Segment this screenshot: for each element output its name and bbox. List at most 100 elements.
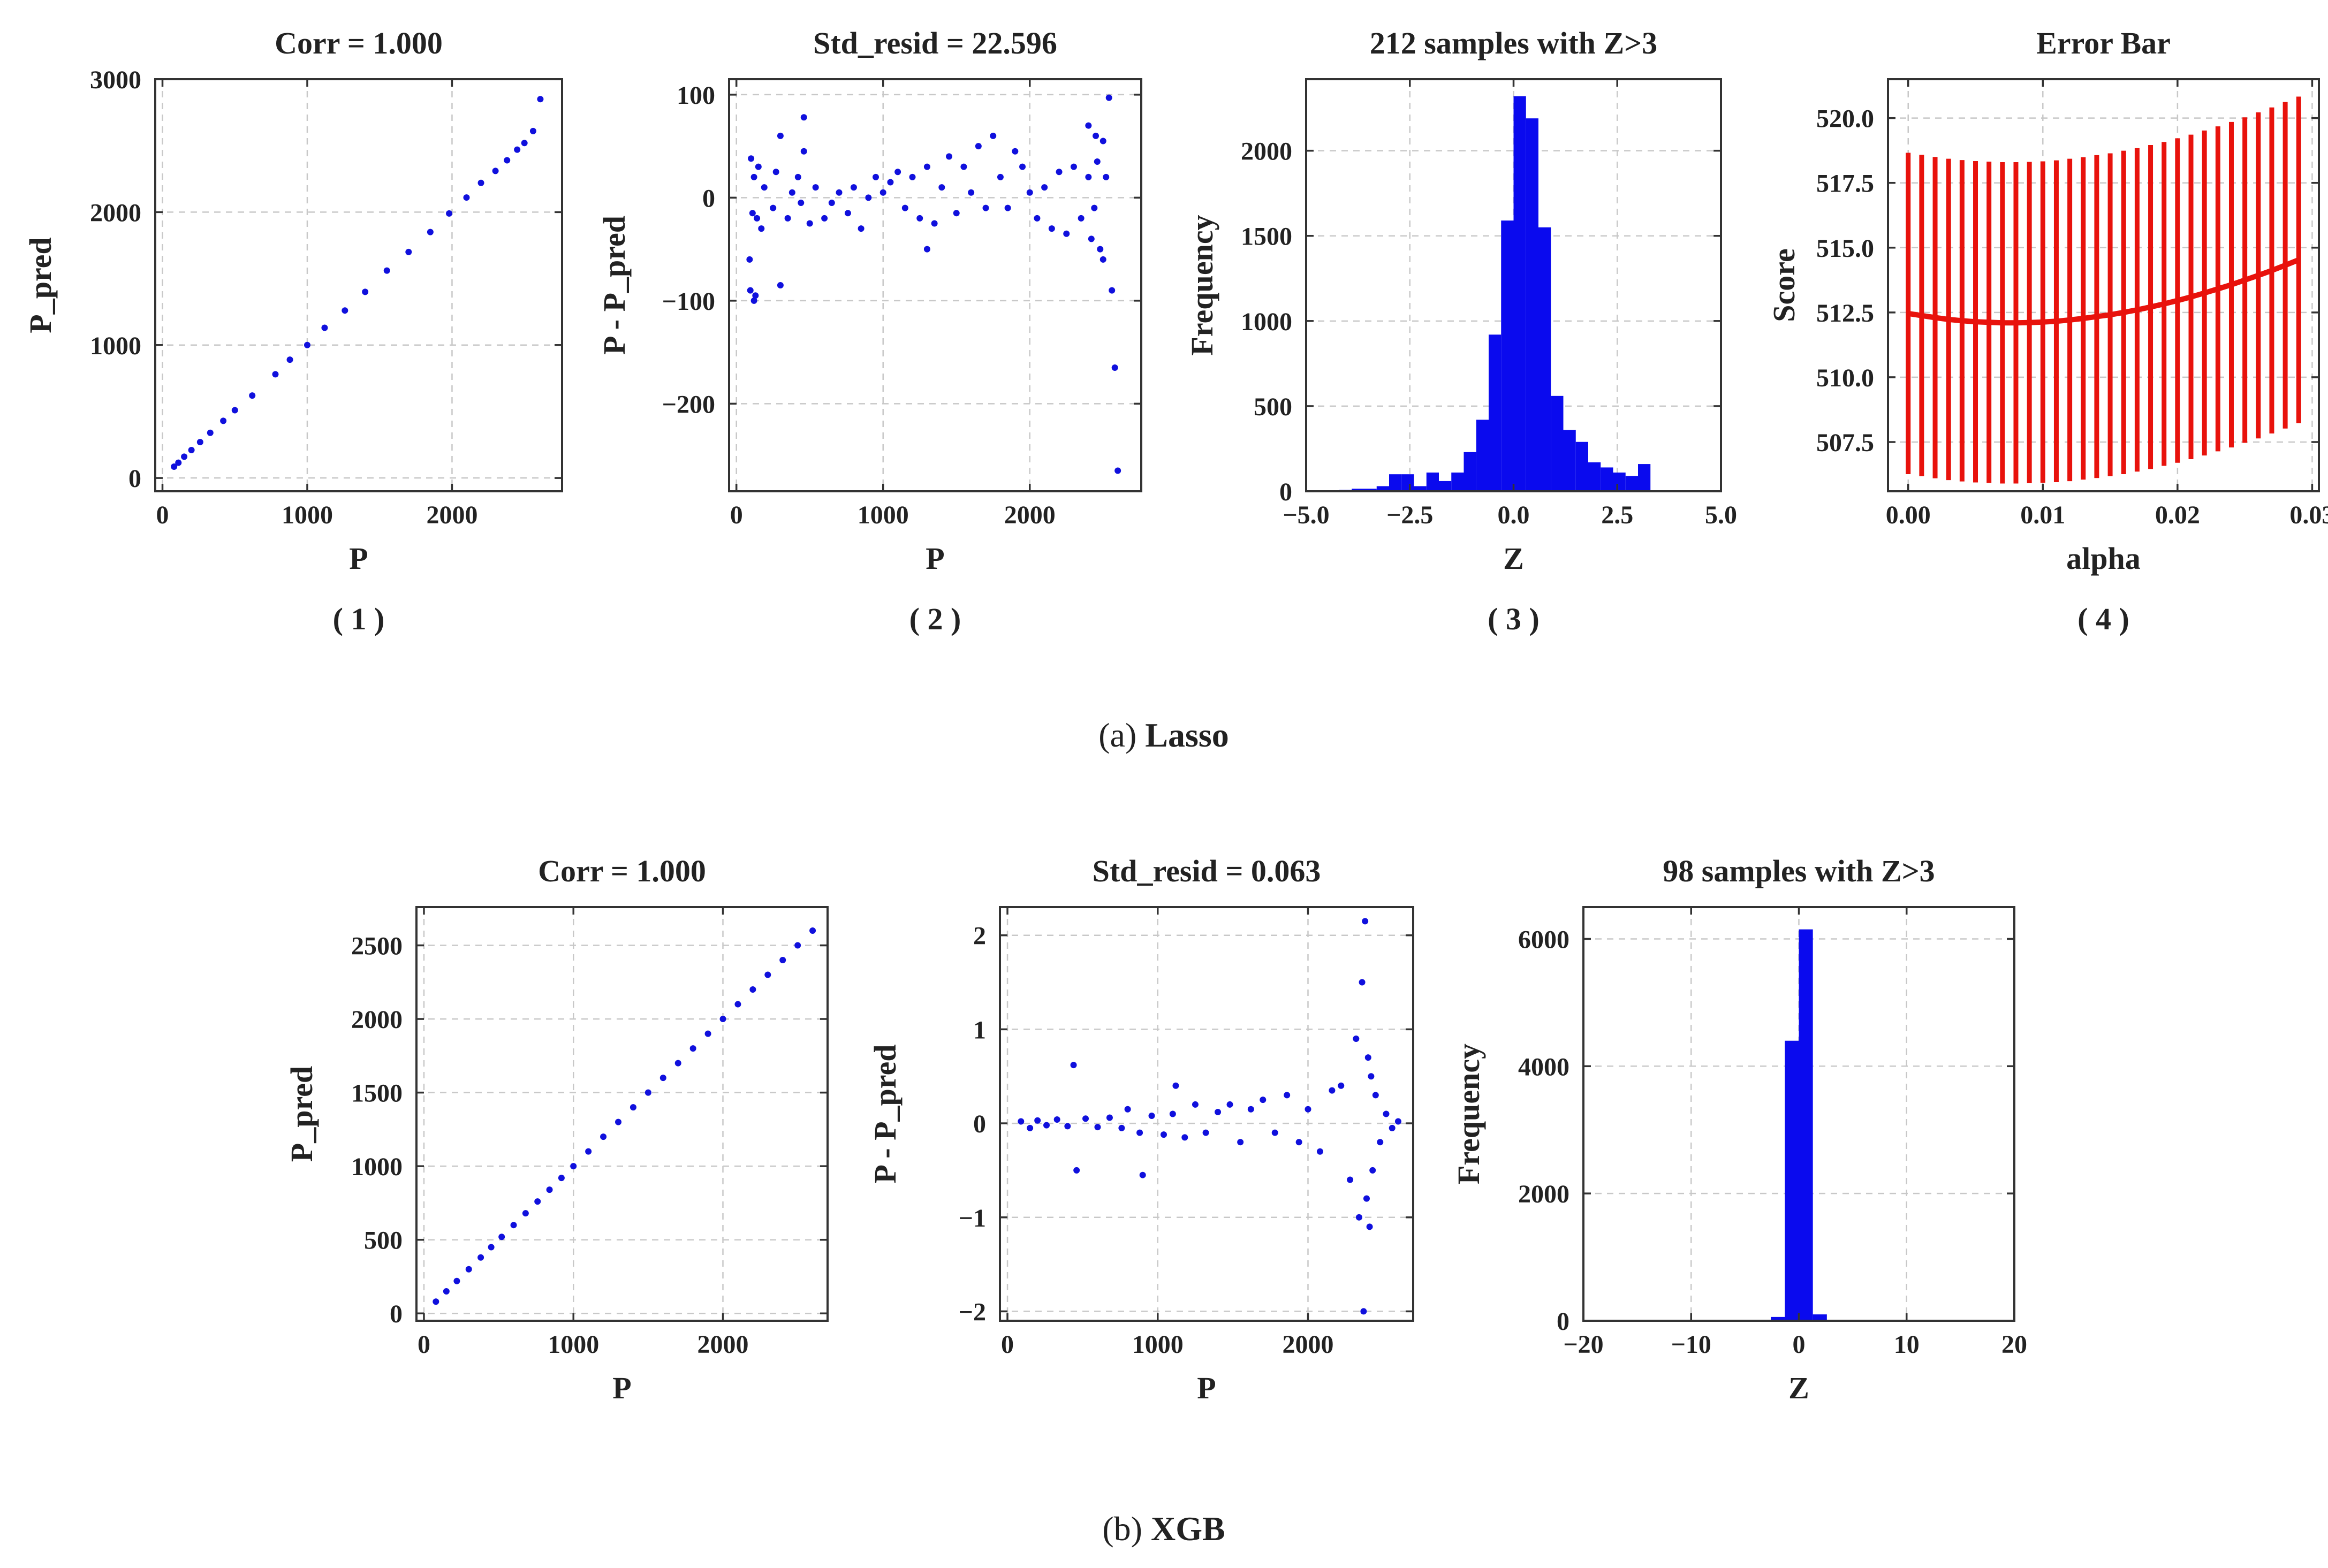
ytick-label-5: 520.0 <box>1816 105 1874 133</box>
point-26 <box>537 96 544 103</box>
y-axis-label: Frequency <box>1451 1044 1486 1184</box>
point-24 <box>749 986 756 993</box>
xtick-label-0: −5.0 <box>1283 501 1329 529</box>
point-3 <box>1043 1122 1050 1129</box>
point-25 <box>1247 1106 1254 1113</box>
x-axis-label: P <box>612 1371 631 1405</box>
point-16 <box>798 200 805 206</box>
plot-title: Error Bar <box>2036 26 2171 60</box>
plot-frame <box>1887 78 2320 492</box>
ytick-label-2: 1000 <box>1241 308 1292 336</box>
point-73 <box>1099 138 1106 144</box>
point-26 <box>1260 1097 1267 1103</box>
point-19 <box>463 194 470 201</box>
ytick-label-1: 500 <box>1254 393 1292 421</box>
point-8 <box>249 392 256 399</box>
ytick-label-4: 2 <box>973 922 986 950</box>
xtick-label-2: 2000 <box>697 1330 749 1359</box>
caption-a-name: Lasso <box>1145 716 1229 754</box>
point-6 <box>754 215 761 222</box>
point-8 <box>1082 1115 1089 1122</box>
point-35 <box>1353 1035 1360 1042</box>
point-23 <box>1226 1101 1233 1108</box>
point-0 <box>746 256 753 263</box>
xtick-label-4: 5.0 <box>1705 501 1737 529</box>
point-3 <box>465 1266 472 1273</box>
ytick-label-0: 507.5 <box>1816 429 1874 457</box>
bar-19 <box>1575 442 1588 491</box>
point-12 <box>570 1163 577 1170</box>
point-46 <box>1012 148 1019 155</box>
xtick-label-0: 0 <box>730 501 743 529</box>
point-21 <box>704 1030 711 1037</box>
caption-a: (a) Lasso <box>1098 716 1229 754</box>
ytick-label-1: 500 <box>364 1227 403 1255</box>
xtick-label-1: 1000 <box>282 501 333 529</box>
point-24 <box>850 184 857 191</box>
caption-b-name: XGB <box>1151 1510 1225 1548</box>
x-axis-label: P <box>1197 1371 1216 1405</box>
x-axis-label: alpha <box>2066 541 2141 576</box>
point-10 <box>546 1186 553 1193</box>
point-4 <box>196 439 203 446</box>
chart-a3: −5.0 −2.5 0.0 2.5 5.0 0 500 1000 1500 2000 212 sam… <box>1185 26 1737 636</box>
point-33 <box>916 215 923 222</box>
point-13 <box>784 215 791 222</box>
bar-24 <box>1638 464 1651 491</box>
caption-b: (b) XGB <box>1102 1510 1225 1548</box>
point-23 <box>514 146 521 153</box>
chart-b3: −20 −10 0 10 20 0 2000 4000 6000 98 samples with … <box>1451 854 2027 1405</box>
point-31 <box>1316 1148 1323 1155</box>
point-1 <box>747 287 754 294</box>
point-19 <box>1181 1134 1188 1141</box>
point-60 <box>1097 246 1104 253</box>
point-14 <box>1139 1171 1146 1178</box>
plot-title: Std_resid = 22.596 <box>813 26 1057 60</box>
ytick-label-1: −100 <box>662 287 715 316</box>
bar-2 <box>1364 489 1377 491</box>
point-20 <box>821 215 828 222</box>
point-58 <box>1091 204 1098 211</box>
bar-4 <box>1389 474 1402 491</box>
plot-title: 98 samples with Z>3 <box>1663 854 1935 888</box>
point-5 <box>488 1244 495 1251</box>
ytick-label-2: 0 <box>702 184 715 212</box>
chart-b1: 0 1000 2000 0 500 1000 1500 2000 2500 Corr = 1.00… <box>284 854 829 1405</box>
point-10 <box>1106 1114 1113 1121</box>
point-37 <box>946 153 953 160</box>
ytick-label-3: 1500 <box>351 1079 403 1108</box>
point-43 <box>990 132 997 139</box>
point-22 <box>504 157 511 164</box>
point-6 <box>220 417 227 424</box>
bar-1 <box>1785 1040 1799 1321</box>
y-axis-label: P - P_pred <box>597 216 632 355</box>
ytick-label-3: 1500 <box>1241 223 1292 251</box>
ytick-label-5: 2500 <box>351 932 403 961</box>
x-axis-label: Z <box>1503 541 1524 576</box>
point-40 <box>1363 1195 1370 1202</box>
point-63 <box>1105 94 1112 101</box>
point-39 <box>960 163 967 170</box>
ytick-label-2: 1000 <box>351 1153 403 1181</box>
plot-frame <box>154 78 563 492</box>
point-0 <box>171 463 178 470</box>
bar-20 <box>1588 462 1601 491</box>
point-47 <box>1383 1110 1390 1117</box>
point-13 <box>1136 1129 1143 1136</box>
y-axis-label: P_pred <box>23 237 58 333</box>
point-26 <box>779 957 786 964</box>
ytick-label-0: −200 <box>662 390 715 418</box>
point-24 <box>521 140 528 147</box>
bar-18 <box>1563 430 1576 491</box>
point-40 <box>968 189 975 196</box>
x-axis-label: Z <box>1788 1371 1809 1405</box>
point-23 <box>734 1001 741 1008</box>
point-70 <box>923 246 930 253</box>
point-11 <box>772 169 779 176</box>
point-13 <box>342 307 348 314</box>
bar-13 <box>1501 220 1514 491</box>
point-44 <box>1369 1167 1376 1174</box>
bar-0 <box>1771 1316 1785 1321</box>
point-3 <box>749 210 756 217</box>
caption-b-prefix: (b) <box>1102 1510 1142 1548</box>
